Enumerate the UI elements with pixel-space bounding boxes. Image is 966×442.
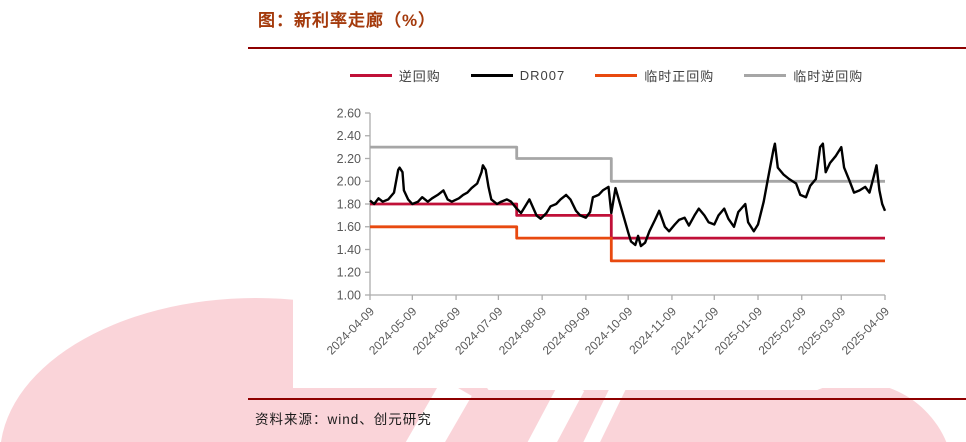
y-tick-label: 1.40 [337, 243, 361, 257]
legend-label: DR007 [519, 68, 566, 83]
y-tick-label: 1.80 [337, 197, 361, 211]
rate-corridor-chart: 2.602.402.202.001.801.601.401.201.002024… [324, 106, 893, 358]
series-逆回购 [370, 202, 885, 240]
figure-title: 图：新利率走廊（%） [258, 11, 437, 30]
legend-label: 临时逆回购 [793, 69, 864, 84]
y-tick-label: 2.20 [337, 152, 361, 166]
chart-legend: 逆回购 DR007 临时正回购 临时逆回购 [293, 66, 920, 85]
y-tick-label: 2.40 [337, 129, 361, 143]
chart-panel: 逆回购 DR007 临时正回购 临时逆回购 2.60 2.40 2.20 2.00 1.80 1… [293, 57, 920, 388]
y-tick-label: 1.00 [337, 288, 361, 302]
series-DR007 [369, 142, 887, 248]
y-tick-label: 1.60 [337, 220, 361, 234]
series-临时逆回购 [370, 145, 885, 183]
source-note: 资料来源：wind、创元研究 [255, 412, 432, 427]
legend-item-逆回购: 逆回购 [349, 66, 441, 85]
y-tick-label: 1.20 [337, 266, 361, 280]
legend-line-swatch [349, 74, 392, 77]
legend-line-swatch [744, 74, 787, 77]
legend-item-临时正回购: 临时正回购 [595, 66, 714, 85]
title-divider-rule [248, 47, 966, 49]
series-临时正回购 [370, 225, 885, 263]
legend-item-临时逆回购: 临时逆回购 [744, 66, 863, 85]
legend-item-DR007: DR007 [470, 68, 566, 83]
y-tick-label: 2.60 [337, 106, 361, 120]
y-tick-label: 2.00 [337, 175, 361, 189]
legend-line-swatch [595, 74, 638, 77]
legend-line-swatch [470, 74, 513, 77]
legend-label: 逆回购 [398, 69, 441, 84]
footer-divider-rule [248, 398, 966, 400]
x-tick-label: 2025-04-09 [839, 304, 893, 358]
legend-label: 临时正回购 [644, 69, 715, 84]
